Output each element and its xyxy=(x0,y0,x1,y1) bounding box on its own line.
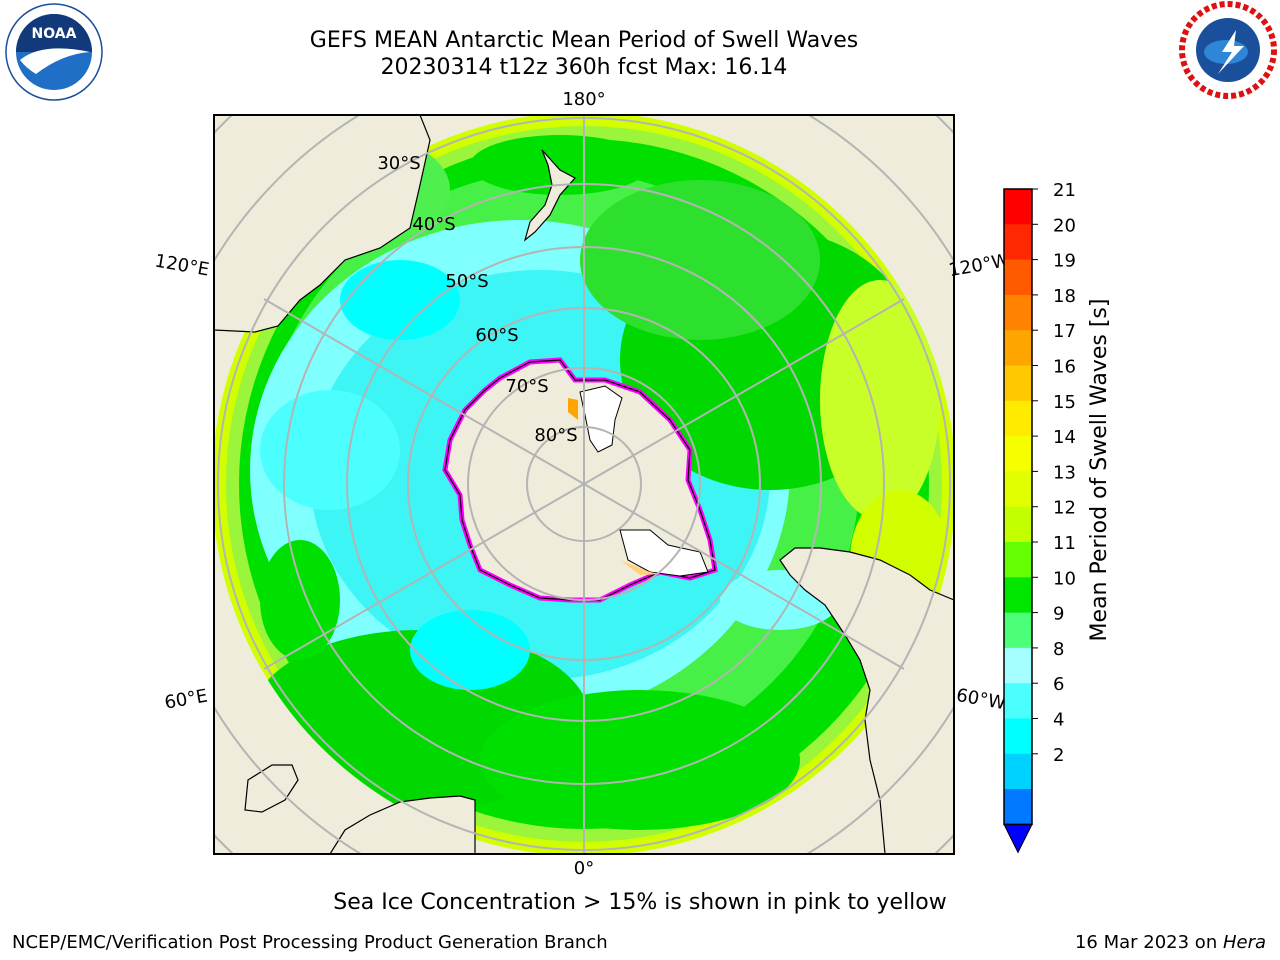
colorbar-tick-label: 15 xyxy=(1053,392,1076,413)
colorbar-swatch xyxy=(1004,294,1032,331)
lon-label-60w: 60°W xyxy=(955,685,1008,714)
lat-label-60s: 60°S xyxy=(475,325,518,346)
land-africa xyxy=(329,795,476,854)
lat-label-70s: 70°S xyxy=(505,376,548,397)
footer-branch: NCEP/EMC/Verification Post Processing Pr… xyxy=(12,932,608,953)
colorbar-extend xyxy=(1003,823,1033,854)
colorbar-swatch xyxy=(1004,189,1032,225)
colorbar-tick-label: 11 xyxy=(1053,533,1076,554)
colorbar-tick-label: 12 xyxy=(1053,498,1076,519)
colorbar-swatch xyxy=(1004,471,1032,508)
colorbar-tick-label: 2 xyxy=(1053,745,1064,766)
colorbar-swatch xyxy=(1004,789,1032,825)
noaa-logo-text: NOAA xyxy=(32,26,77,42)
colorbar-tick-label: 8 xyxy=(1053,639,1064,660)
map-frame xyxy=(213,114,955,855)
colorbar-swatch xyxy=(1004,224,1032,261)
map-title: GEFS MEAN Antarctic Mean Period of Swell… xyxy=(309,28,859,53)
colorbar-swatch xyxy=(1004,259,1032,296)
colorbar-tick-label: 18 xyxy=(1053,286,1076,307)
colorbar-swatch xyxy=(1004,683,1032,720)
colorbar-swatch xyxy=(1004,400,1032,437)
colorbar-tick-label: 20 xyxy=(1053,215,1076,236)
lat-label-80s: 80°S xyxy=(534,425,577,446)
footer-date-text: 16 Mar 2023 on xyxy=(1074,932,1223,953)
colorbar-tick-label: 13 xyxy=(1053,462,1076,483)
colorbar-swatch xyxy=(1004,612,1032,649)
colorbar-tick-label: 17 xyxy=(1053,321,1076,342)
colorbar-tick-label: 9 xyxy=(1053,604,1064,625)
colorbar-swatch xyxy=(1004,753,1032,790)
ice-shelf-weddell xyxy=(619,529,709,577)
lat-label-30s: 30°S xyxy=(377,153,420,174)
lon-label-60e: 60°E xyxy=(163,685,209,713)
colorbar-swatch xyxy=(1004,577,1032,614)
map-subtitle: 20230314 t12z 360h fcst Max: 16.14 xyxy=(380,55,788,80)
colorbar-tick-label: 6 xyxy=(1053,674,1064,695)
lat-label-50s: 50°S xyxy=(445,271,488,292)
colorbar-tick-label: 16 xyxy=(1053,357,1076,378)
footer-machine: Hera xyxy=(1222,932,1266,953)
land-new-zealand xyxy=(523,149,576,242)
land-madagascar xyxy=(244,764,299,813)
colorbar-tick-label: 4 xyxy=(1053,710,1064,731)
colorbar-swatch xyxy=(1004,365,1032,402)
graticule xyxy=(217,115,951,854)
colorbar-tick-label: 19 xyxy=(1053,251,1076,272)
lon-label-180: 180° xyxy=(562,89,605,110)
footer-date: 16 Mar 2023 on Hera xyxy=(1075,932,1266,953)
colorbar-swatch xyxy=(1004,647,1032,684)
ice-shelf-ross xyxy=(579,385,623,453)
colorbar-swatch xyxy=(1004,542,1032,578)
ice-caption: Sea Ice Concentration > 15% is shown in … xyxy=(333,890,947,915)
noaa-logo: NOAA xyxy=(5,3,103,101)
lon-label-120w: 120°W xyxy=(947,250,1011,281)
colorbar-swatch xyxy=(1004,718,1032,755)
land-australia xyxy=(214,115,431,333)
colorbar-swatch xyxy=(1004,330,1032,367)
colorbar-tick-label: 14 xyxy=(1053,427,1076,448)
lon-label-120e: 120°E xyxy=(153,250,211,280)
colorbar-label: Mean Period of Swell Waves [s] xyxy=(1087,299,1112,642)
colorbar-swatch xyxy=(1004,506,1032,543)
colorbar-tick-label: 10 xyxy=(1053,568,1076,589)
nws-logo xyxy=(1179,1,1277,99)
colorbar-tick-label: 21 xyxy=(1053,180,1076,201)
colorbar: 21 20 19 18 17 16 15 14 13 12 11 10 9 8 6 4 2 xyxy=(1003,180,1076,854)
colorbar-swatch xyxy=(1004,436,1032,472)
lon-label-0: 0° xyxy=(574,858,594,879)
lat-label-40s: 40°S xyxy=(412,214,455,235)
